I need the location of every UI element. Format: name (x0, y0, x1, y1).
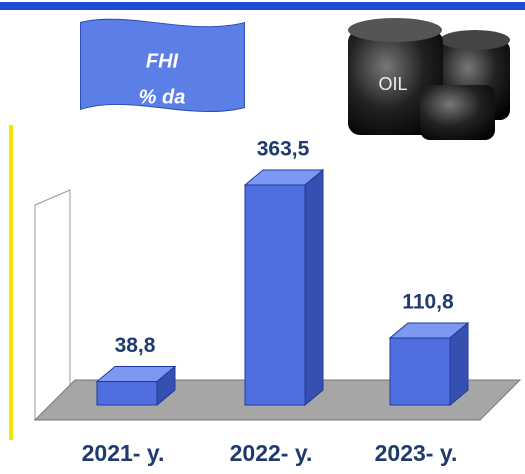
top-rule (0, 2, 525, 10)
bar (389, 337, 451, 406)
x-tick-label: 2022- y. (230, 440, 313, 466)
bar-side (449, 321, 469, 407)
oil-label: OIL (378, 74, 407, 94)
x-tick-label: 2021- y. (82, 440, 165, 466)
x-tick-label: 2023- y. (375, 440, 458, 466)
banner-subtitle: % da (139, 86, 186, 108)
oil-image: OIL (348, 18, 510, 140)
banner: FHI % da (80, 18, 245, 113)
value-label: 110,8 (402, 290, 454, 313)
banner-title: FHI (146, 50, 179, 72)
bar (244, 184, 306, 406)
bar-side (304, 168, 324, 407)
bar-side (156, 365, 176, 407)
value-label: 363,5 (257, 138, 310, 161)
bar (96, 381, 158, 406)
value-label: 38,8 (115, 334, 156, 357)
wall (34, 189, 71, 421)
